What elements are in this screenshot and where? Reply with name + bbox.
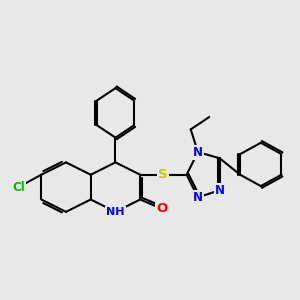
Text: N: N — [193, 146, 203, 159]
Text: N: N — [214, 184, 225, 197]
Text: Cl: Cl — [12, 181, 25, 194]
Text: N: N — [193, 191, 203, 204]
Text: S: S — [158, 168, 168, 181]
Text: NH: NH — [106, 207, 125, 217]
Text: O: O — [156, 202, 167, 215]
